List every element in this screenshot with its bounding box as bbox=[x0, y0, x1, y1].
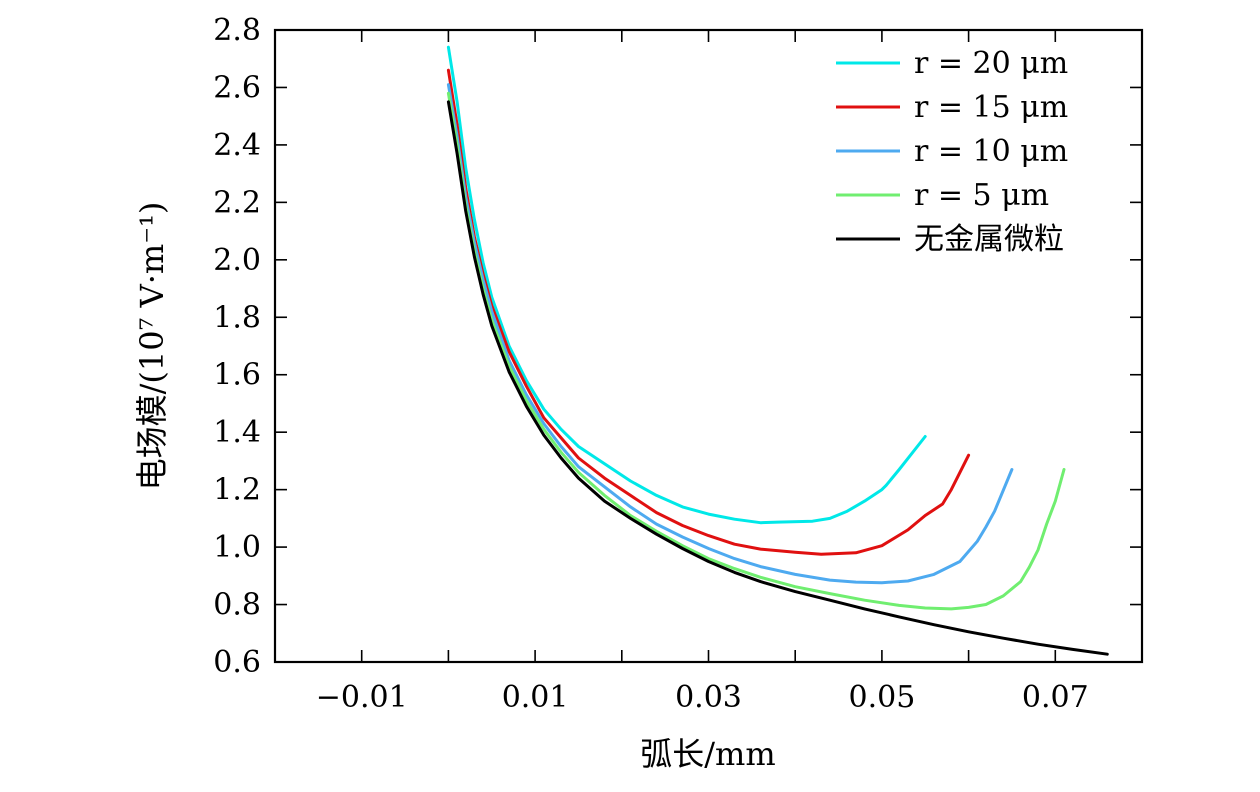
series-line-4 bbox=[446, 100, 1109, 656]
legend-label-1: r = 15 μm bbox=[914, 90, 1068, 125]
x-tick-label: 0.03 bbox=[675, 680, 742, 715]
y-tick-label: 2.2 bbox=[213, 185, 261, 220]
legend-label-4: 无金属微粒 bbox=[914, 222, 1064, 257]
series-line-0 bbox=[446, 45, 927, 525]
legend-label-0: r = 20 μm bbox=[914, 46, 1068, 81]
y-tick-label: 2.6 bbox=[213, 70, 261, 105]
legend-label-2: r = 10 μm bbox=[914, 134, 1068, 169]
y-axis-title: 电场模/(10⁷ V·m⁻¹) bbox=[133, 202, 171, 491]
y-tick-label: 1.8 bbox=[213, 300, 261, 335]
y-tick-label: 1.6 bbox=[213, 358, 261, 393]
y-tick-label: 0.6 bbox=[213, 645, 261, 680]
y-tick-label: 2.8 bbox=[213, 13, 261, 48]
x-tick-label: 0.07 bbox=[1022, 680, 1089, 715]
tick-labels-layer: −0.01 0.01 0.03 0.05 0.07 0.6 0.8 1.0 1.2 1.4 1.6 1… bbox=[213, 13, 1088, 715]
y-tick-label: 1.0 bbox=[213, 530, 261, 565]
x-tick-label: 0.01 bbox=[502, 680, 569, 715]
y-tick-label: 1.2 bbox=[213, 473, 261, 508]
x-tick-label: 0.05 bbox=[849, 680, 916, 715]
y-tick-label: 2.4 bbox=[213, 128, 261, 163]
legend: r = 20 μm r = 15 μm r = 10 μm r = 5 μm 无金属微粒 bbox=[836, 46, 1068, 257]
legend-label-3: r = 5 μm bbox=[914, 178, 1049, 213]
x-tick-label: −0.01 bbox=[316, 680, 408, 715]
y-tick-label: 1.4 bbox=[213, 415, 261, 450]
series-layer bbox=[446, 45, 1109, 656]
ticks-layer bbox=[275, 29, 1142, 663]
y-tick-label: 2.0 bbox=[213, 243, 261, 278]
series-line-1 bbox=[446, 68, 971, 556]
y-tick-label: 0.8 bbox=[213, 588, 261, 623]
series-line-3 bbox=[446, 91, 1066, 611]
x-axis-title: 弧长/mm bbox=[640, 735, 775, 773]
series-line-2 bbox=[446, 83, 1014, 585]
